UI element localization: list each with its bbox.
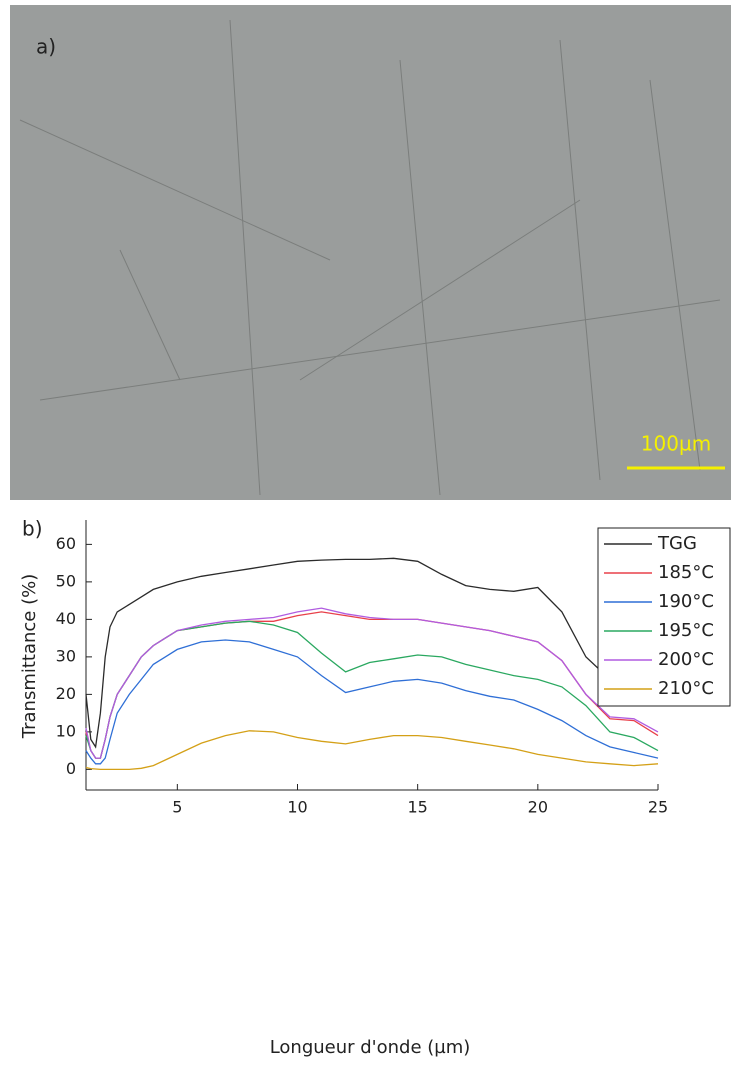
scale-bar-label: 100µm — [641, 432, 711, 456]
y-tick-label: 50 — [56, 571, 76, 590]
series-line — [85, 730, 659, 771]
y-tick-label: 30 — [56, 646, 76, 665]
panel-label: b) — [22, 517, 43, 541]
legend-box — [597, 527, 731, 707]
y-tick-label: 60 — [56, 534, 76, 553]
legend-label: 195°C — [658, 620, 714, 641]
legend-label: 185°C — [658, 562, 714, 583]
x-tick-label: 25 — [648, 798, 668, 817]
micrograph — [10, 5, 731, 500]
legend-label: 210°C — [658, 678, 714, 699]
series-line — [85, 557, 659, 749]
y-axis-label: Transmittance (%) — [19, 574, 40, 740]
scratches — [19, 19, 721, 496]
legend-label: 190°C — [658, 591, 714, 612]
series-line — [85, 607, 659, 759]
x-tick-label: 5 — [172, 798, 182, 817]
y-tick-label: 20 — [56, 684, 76, 703]
y-tick-label: 10 — [56, 721, 76, 740]
x-axis-label: Longueur d'onde (µm) — [270, 1037, 471, 1058]
y-tick-label: 40 — [56, 609, 76, 628]
legend-label: TGG — [657, 533, 697, 554]
series-line — [85, 639, 659, 765]
x-tick-label: 15 — [407, 798, 427, 817]
x-tick-label: 10 — [287, 798, 307, 817]
x-tick-label: 20 — [528, 798, 548, 817]
legend-label: 200°C — [658, 649, 714, 670]
series-line — [85, 620, 659, 759]
y-tick-label: 0 — [66, 759, 76, 778]
panel-label: a) — [36, 35, 56, 59]
